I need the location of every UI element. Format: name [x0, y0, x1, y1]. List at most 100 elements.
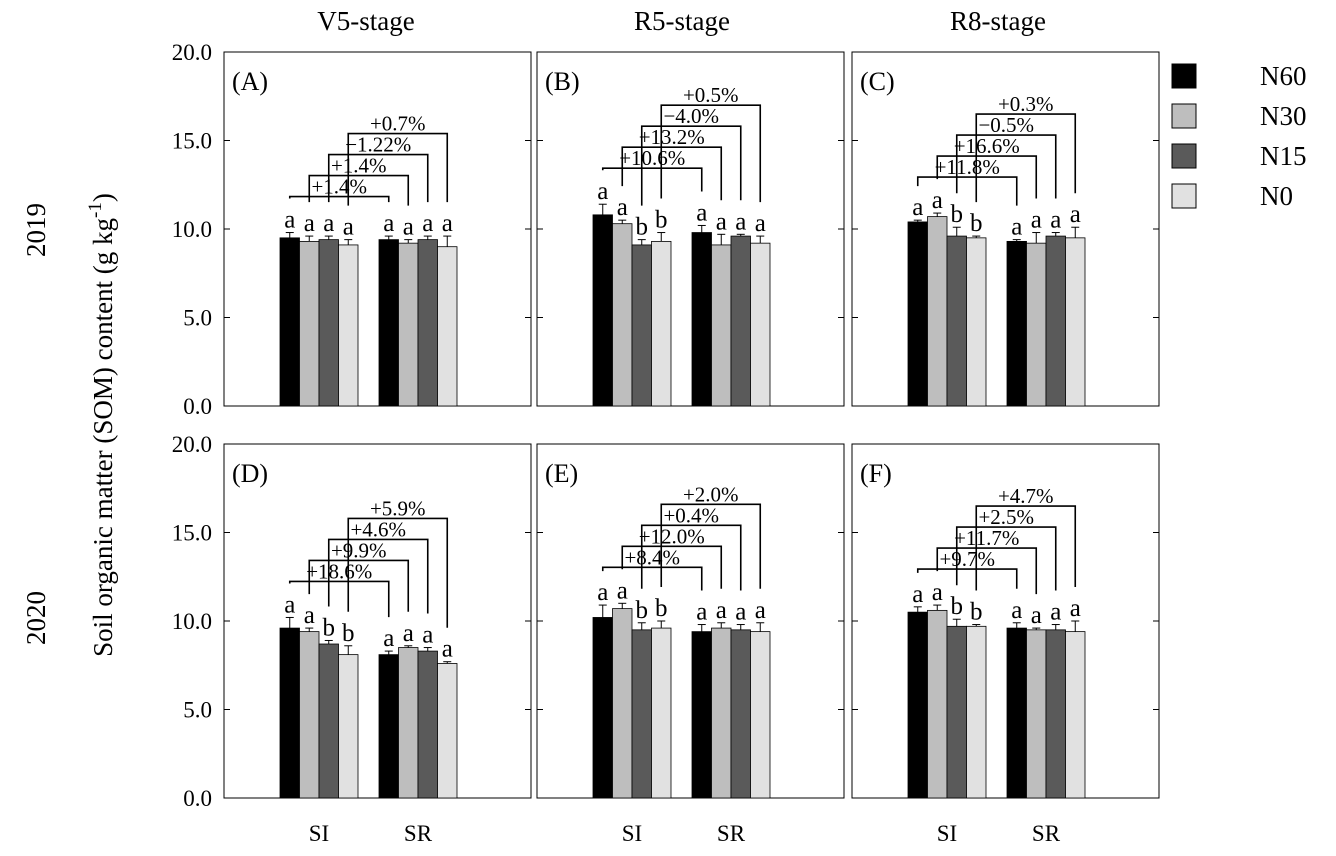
significance-letter: a — [912, 581, 923, 608]
comparison-label: +9.7% — [939, 547, 995, 571]
y-tick-label: 15.0 — [172, 129, 212, 154]
comparison-bracket — [975, 505, 1077, 591]
bar-n60-si — [907, 611, 928, 799]
comparison-label: +0.5% — [683, 83, 739, 107]
comparison-bracket — [601, 167, 703, 192]
y-tick-label: 5.0 — [183, 698, 212, 723]
bar-n30-sr — [1026, 242, 1047, 407]
comparison-label: +4.7% — [998, 484, 1054, 508]
panel-label: (E) — [545, 459, 578, 488]
panel-label: (C) — [860, 67, 895, 96]
significance-letter: a — [442, 210, 453, 237]
y-axis-label-superscript: -1 — [85, 202, 106, 218]
bar-n15-si — [631, 244, 652, 407]
y-axis-label-main: Soil organic matter (SOM) content (g kg — [88, 218, 118, 657]
significance-letter: a — [442, 636, 453, 663]
bar-n30-sr — [1026, 629, 1047, 799]
y-tick-label: 10.0 — [172, 609, 212, 634]
stage-title-v5: V5-stage — [317, 6, 414, 36]
x-tick-label: SR — [717, 821, 746, 846]
bar-n60-si — [592, 214, 613, 407]
comparison-label: +9.9% — [331, 538, 387, 562]
plot-frame — [223, 51, 532, 407]
bar-n60-sr — [691, 631, 712, 799]
significance-letter: a — [735, 599, 746, 626]
comparison-bracket — [308, 174, 410, 206]
comparison-label: +4.6% — [350, 517, 406, 541]
significance-letter: a — [343, 214, 354, 241]
significance-letter: a — [1011, 214, 1022, 241]
comparison-label: +12.0% — [639, 524, 705, 548]
y-tick-label: 0.0 — [183, 786, 212, 811]
x-tick-label: SR — [404, 821, 433, 846]
legend-label-n15: N15 — [1260, 141, 1307, 171]
comparison-label: +0.7% — [370, 112, 426, 136]
x-tick-label: SI — [622, 821, 642, 846]
significance-letter: a — [284, 207, 295, 234]
bar-n30-sr — [398, 647, 419, 799]
x-tick-label: SI — [937, 821, 957, 846]
comparison-label: +8.4% — [624, 545, 680, 569]
significance-letter: a — [912, 194, 923, 221]
significance-letter: b — [323, 614, 336, 641]
comparison-label: +2.5% — [978, 505, 1034, 529]
significance-letter: a — [1031, 602, 1042, 629]
comparison-bracket — [288, 195, 390, 203]
significance-letter: a — [1050, 599, 1061, 626]
bar-n0-sr — [437, 246, 458, 407]
bar-n0-sr — [1065, 237, 1086, 407]
comparison-bracket — [621, 545, 723, 589]
panel-a: 0.05.010.015.020.0(A)a a a a a a a a+1.4%+1.4%−… — [172, 40, 532, 419]
comparison-label: +0.4% — [663, 503, 719, 527]
legend-swatch-n60 — [1171, 63, 1197, 89]
significance-letter: b — [951, 201, 964, 228]
significance-letter: b — [636, 597, 649, 624]
bar-n15-si — [946, 235, 967, 407]
significance-letter: a — [304, 210, 315, 237]
panel-b: (B)aab b a a a a+10.6%+13.2%−4.0%+0.5% — [536, 51, 845, 407]
stage-title-r8: R8-stage — [950, 6, 1046, 36]
comparison-bracket — [621, 146, 723, 201]
legend-swatch-n30 — [1171, 103, 1197, 129]
bar-n15-sr — [1045, 629, 1066, 799]
bar-n30-si — [299, 240, 320, 407]
bar-n30-sr — [398, 242, 419, 407]
bar-n0-sr — [750, 242, 771, 407]
bar-n30-si — [612, 223, 633, 407]
significance-letter: b — [655, 207, 668, 234]
panel-label: (B) — [545, 67, 580, 96]
bar-n15-si — [946, 625, 967, 799]
panels: 0.05.010.015.020.0(A)a a a a a a a a+1.4%+1.4%−… — [172, 40, 1160, 846]
significance-letter: b — [970, 210, 983, 237]
comparison-bracket — [640, 125, 742, 206]
legend-swatch-n15 — [1171, 143, 1197, 169]
significance-letter: a — [755, 597, 766, 624]
comparison-bracket — [660, 503, 762, 589]
significance-letter: a — [403, 620, 414, 647]
bar-n0-sr — [437, 663, 458, 799]
comparison-label: +18.6% — [306, 559, 372, 583]
bar-n15-sr — [1045, 235, 1066, 407]
comparison-label: +0.3% — [998, 92, 1054, 116]
bar-n0-si — [338, 244, 359, 407]
panel-c: (C)a ab b a a a a+11.8%+16.6%−0.5%+0.3% — [851, 51, 1160, 407]
bar-n0-sr — [1065, 631, 1086, 799]
legend: N60 N30 N15 N0 — [1171, 61, 1307, 211]
panel-label: (F) — [860, 459, 892, 488]
significance-letter: a — [735, 208, 746, 235]
year-label-2019: 2019 — [21, 203, 51, 257]
bar-n30-si — [927, 216, 948, 407]
y-tick-label: 0.0 — [183, 394, 212, 419]
significance-letter: a — [696, 199, 707, 226]
comparison-bracket — [347, 517, 449, 628]
significance-letter: a — [932, 579, 943, 606]
bar-n60-sr — [1006, 627, 1027, 799]
significance-letter: a — [932, 187, 943, 214]
year-label-2020: 2020 — [21, 591, 51, 645]
significance-letter: a — [1070, 201, 1081, 228]
significance-letter: a — [383, 625, 394, 652]
comparison-bracket — [308, 559, 410, 612]
comparison-label: −0.5% — [978, 113, 1034, 137]
